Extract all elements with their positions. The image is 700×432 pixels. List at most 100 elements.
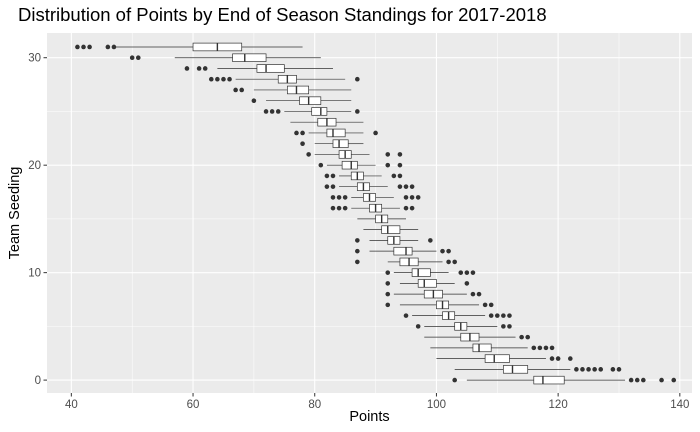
outlier-point	[233, 87, 238, 93]
outlier-point	[184, 66, 190, 71]
box-seed-11	[385, 268, 476, 277]
outlier-point	[580, 367, 585, 372]
outlier-point	[641, 377, 646, 383]
outlier-point	[476, 291, 482, 297]
outlier-point	[446, 259, 451, 265]
outlier-point	[659, 377, 664, 383]
outlier-point	[507, 324, 512, 329]
outlier-point	[275, 109, 281, 114]
outlier-point	[549, 345, 555, 351]
outlier-point	[501, 324, 506, 329]
box-body	[341, 160, 358, 170]
outlier-point	[336, 195, 342, 200]
outlier-point	[628, 377, 634, 383]
outlier-point	[531, 345, 537, 351]
outlier-point	[239, 87, 245, 93]
outlier-point	[397, 184, 403, 189]
outlier-point	[470, 291, 476, 297]
outlier-point	[616, 367, 622, 372]
outlier-point	[403, 184, 409, 189]
outlier-point	[592, 367, 597, 372]
outlier-point	[440, 248, 445, 254]
outlier-point	[464, 270, 470, 275]
box-seed-6	[415, 322, 512, 331]
x-tick-label: 140	[670, 399, 689, 411]
outlier-point	[537, 345, 543, 351]
outlier-point	[87, 44, 92, 50]
box-seed-20	[324, 171, 403, 181]
outlier-point	[202, 66, 208, 71]
box-body	[484, 354, 510, 363]
y-axis: 0 10 20 30	[28, 53, 47, 387]
box-seed-3	[436, 354, 573, 363]
outlier-point	[428, 238, 433, 243]
box-body	[472, 343, 492, 353]
box-body	[232, 53, 267, 62]
outlier-point	[355, 109, 360, 114]
box-seed-22	[306, 150, 403, 159]
outlier-point	[634, 377, 640, 383]
box-body	[503, 365, 529, 374]
outlier-point	[81, 44, 86, 50]
outlier-point	[129, 55, 135, 61]
outlier-point	[671, 377, 677, 383]
box-series	[75, 42, 677, 385]
outlier-point	[385, 162, 391, 168]
box-seed-23	[300, 139, 364, 148]
outlier-point	[318, 162, 324, 168]
outlier-point	[330, 205, 336, 211]
box-body	[287, 85, 310, 95]
outlier-point	[324, 173, 330, 179]
outlier-point	[403, 195, 409, 200]
x-tick-label: 80	[308, 399, 321, 411]
box-body	[299, 96, 322, 105]
y-tick-label: 0	[35, 375, 41, 387]
x-axis: 40 60 80 100 120 140	[65, 393, 689, 411]
outlier-point	[452, 259, 457, 265]
outlier-point	[208, 76, 214, 82]
outlier-point	[525, 334, 531, 340]
x-tick-label: 40	[65, 399, 78, 411]
outlier-point	[452, 377, 457, 383]
outlier-point	[415, 195, 421, 200]
box-seed-8	[385, 300, 494, 310]
outlier-point	[397, 162, 403, 168]
outlier-point	[355, 238, 360, 243]
box-body	[411, 268, 431, 277]
outlier-point	[269, 109, 275, 114]
outlier-point	[598, 367, 604, 372]
outlier-point	[385, 302, 391, 308]
outlier-point	[355, 76, 360, 82]
outlier-point	[446, 248, 451, 254]
outlier-point	[409, 184, 415, 189]
outlier-point	[221, 76, 226, 82]
outlier-point	[355, 248, 360, 254]
outlier-point	[215, 76, 220, 82]
box-seed-21	[318, 160, 403, 170]
box-seed-28	[233, 85, 352, 95]
box-seed-15	[363, 225, 419, 234]
outlier-point	[336, 205, 342, 211]
outlier-point	[543, 345, 549, 351]
box-seed-14	[355, 236, 433, 245]
outlier-point	[403, 313, 409, 318]
outlier-point	[507, 313, 512, 318]
outlier-point	[342, 205, 348, 211]
outlier-point	[397, 152, 403, 157]
outlier-point	[403, 205, 409, 211]
outlier-point	[300, 130, 305, 136]
x-axis-title: Points	[349, 409, 389, 425]
outlier-point	[391, 173, 397, 179]
box-seed-29	[208, 74, 360, 84]
outlier-point	[385, 270, 391, 275]
box-seed-10	[385, 279, 470, 288]
outlier-point	[111, 44, 117, 50]
outlier-point	[385, 291, 391, 297]
outlier-point	[263, 109, 269, 114]
outlier-point	[555, 356, 561, 361]
outlier-point	[385, 152, 391, 157]
outlier-point	[415, 324, 421, 329]
box-seed-32	[75, 42, 303, 52]
outlier-point	[330, 173, 336, 179]
chart-title: Distribution of Points by End of Season …	[18, 4, 547, 25]
